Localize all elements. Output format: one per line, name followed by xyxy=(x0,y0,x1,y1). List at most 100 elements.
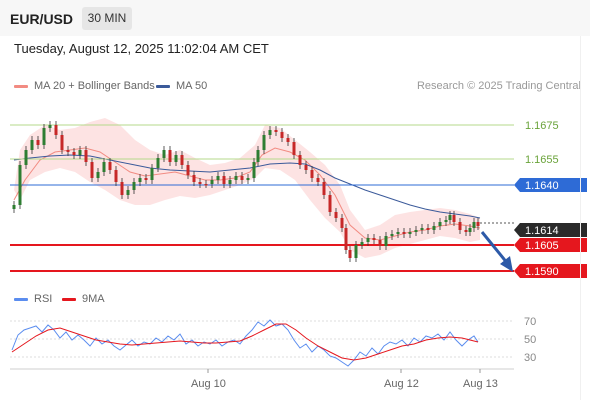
candle-body xyxy=(396,232,400,234)
candle-body xyxy=(108,162,112,170)
price-tag-s1-text: 1.1605 xyxy=(525,240,559,252)
candle-body xyxy=(18,165,22,205)
candle-body xyxy=(168,150,172,162)
brand-credit: Research © 2025 Trading Central xyxy=(416,80,581,92)
candle-body xyxy=(42,128,46,145)
candle-body xyxy=(84,150,88,162)
candle-body xyxy=(30,140,34,150)
price-tag-pivot: 1.1640 xyxy=(514,178,587,192)
x-label-aug13: Aug 13 xyxy=(463,378,498,390)
candle-body xyxy=(448,215,452,220)
candle-body xyxy=(204,184,208,186)
candle-body xyxy=(420,228,424,230)
price-tag-r2-text: 1.1675 xyxy=(525,120,559,132)
x-label-aug10: Aug 10 xyxy=(191,378,226,390)
candle-body xyxy=(464,230,468,232)
candle-body xyxy=(378,240,382,246)
bollinger-band xyxy=(14,118,480,258)
legend-ma50: MA 50 xyxy=(156,80,207,92)
candle-body xyxy=(162,150,166,158)
candle-body xyxy=(328,195,332,212)
candle-body xyxy=(322,182,326,195)
candle-body xyxy=(96,172,100,178)
legend-rsi: RSI xyxy=(14,293,52,305)
candle-body xyxy=(354,245,358,258)
candle-body xyxy=(472,222,476,228)
candle-body xyxy=(366,238,370,242)
candle-body xyxy=(438,222,442,226)
candle-body xyxy=(402,232,406,234)
candle-body xyxy=(138,178,142,182)
rsi-line xyxy=(11,319,479,367)
price-tag-r1-text: 1.1655 xyxy=(525,154,559,166)
rsi-level-30-label: 30 xyxy=(524,352,536,364)
x-label-aug12: Aug 12 xyxy=(384,378,419,390)
price-tag-last-text: 1.1614 xyxy=(525,225,559,237)
candle-body xyxy=(114,170,118,182)
candle-body xyxy=(274,130,278,132)
legend-9ma: 9MA xyxy=(62,293,105,305)
candle-body xyxy=(452,215,456,222)
legend-label-ma20: MA 20 + Bollinger Bands xyxy=(34,80,155,92)
candle-body xyxy=(198,182,202,184)
price-tag-s2-text: 1.1590 xyxy=(525,266,559,278)
candle-body xyxy=(54,125,58,135)
candle-body xyxy=(186,165,190,175)
price-tag-s1: 1.1605 xyxy=(514,238,587,252)
legend-swatch-rsi xyxy=(14,297,28,301)
candle-body xyxy=(24,150,28,165)
candle-body xyxy=(60,135,64,150)
candle-body xyxy=(360,242,364,245)
rsi-9ma-line xyxy=(11,323,479,361)
candle-body xyxy=(90,162,94,178)
legend-label-rsi: RSI xyxy=(34,293,53,305)
price-tag-r2: 1.1675 xyxy=(525,120,559,132)
candle-body xyxy=(384,236,388,246)
price-tag-last: 1.1614 xyxy=(514,223,587,237)
candle-body xyxy=(222,176,226,184)
candle-body xyxy=(150,168,154,180)
rsi-level-50-label: 50 xyxy=(524,334,536,346)
candle-body xyxy=(340,218,344,228)
candle-body xyxy=(102,162,106,172)
price-tag-r1: 1.1655 xyxy=(525,154,559,166)
candle-body xyxy=(426,228,430,230)
rsi-panel[interactable]: 70 50 30 xyxy=(10,316,536,367)
candle-body xyxy=(144,178,148,180)
legend-swatch-ma50 xyxy=(156,84,170,88)
candle-body xyxy=(298,155,302,165)
candle-body xyxy=(174,155,178,162)
candle-body xyxy=(256,150,260,162)
candle-body xyxy=(262,135,266,150)
legend-label-ma50: MA 50 xyxy=(176,80,208,92)
forecast-arrow xyxy=(480,231,513,272)
candle-body xyxy=(126,190,130,195)
candle-body xyxy=(72,152,76,155)
candle-body xyxy=(310,170,314,178)
legend-label-9ma: 9MA xyxy=(82,293,105,305)
candle-body xyxy=(48,125,52,128)
candle-body xyxy=(348,250,352,258)
candle-body xyxy=(390,234,394,236)
price-tag-s2: 1.1590 xyxy=(514,264,587,278)
legend-ma20-bollinger: MA 20 + Bollinger Bands xyxy=(14,80,155,92)
chart-datetime: Tuesday, August 12, 2025 11:02:04 AM CET xyxy=(14,41,269,56)
candle-body xyxy=(444,220,448,222)
candle-body xyxy=(286,138,290,142)
candle-body xyxy=(316,178,320,182)
candle-body xyxy=(234,176,238,180)
candle-body xyxy=(280,132,284,138)
candle-body xyxy=(78,150,82,155)
legend-swatch-ma20 xyxy=(14,84,28,88)
legend-swatch-9ma xyxy=(62,297,76,301)
rsi-level-70-label: 70 xyxy=(524,316,536,328)
candle-body xyxy=(246,178,250,180)
candle-body xyxy=(268,130,272,135)
candle-body xyxy=(240,176,244,180)
candle-body xyxy=(192,175,196,182)
candle-body xyxy=(156,158,160,168)
candle-body xyxy=(36,140,40,145)
candle-body xyxy=(458,222,462,230)
timeframe-button[interactable]: 30 MIN xyxy=(82,7,132,30)
